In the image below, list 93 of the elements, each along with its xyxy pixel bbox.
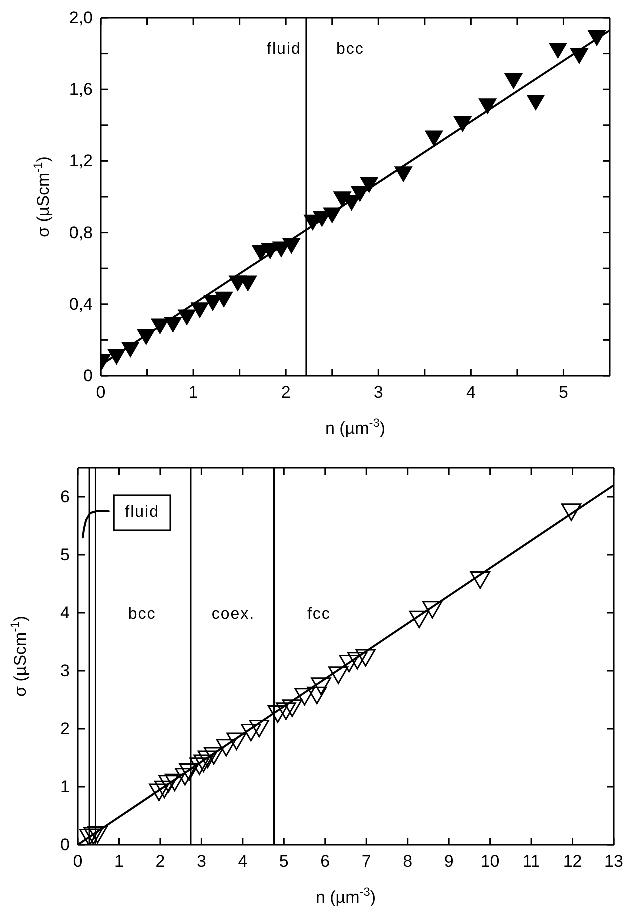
x-axis-title: n (µm$^{-3}$) (325, 416, 386, 438)
point (138, 329, 156, 345)
x-tick-label: 9 (444, 852, 454, 872)
point (152, 318, 169, 334)
point (84, 827, 104, 845)
point (351, 186, 369, 202)
annotation: coex. (212, 606, 256, 624)
point (108, 349, 126, 364)
annotation: bcc (128, 606, 156, 624)
x-tick-label: 4 (238, 852, 248, 872)
point (311, 678, 332, 696)
annotation: bcc (336, 41, 364, 58)
point (215, 292, 233, 308)
point (561, 504, 582, 522)
point (268, 705, 288, 724)
y-tick-label: 3 (60, 661, 70, 680)
point (394, 166, 412, 182)
point (324, 208, 342, 224)
y-tick-label: 0,8 (69, 223, 93, 242)
point (204, 747, 224, 765)
x-tick-label: 4 (466, 383, 476, 402)
point (549, 43, 567, 58)
point (122, 342, 140, 358)
x-tick-label: 0 (96, 383, 106, 402)
y-tick-label: 0 (84, 366, 93, 386)
x-tick-label: 8 (403, 852, 413, 872)
point (282, 700, 302, 718)
point (178, 310, 196, 326)
x-tick-label: 10 (480, 852, 500, 872)
point (249, 720, 270, 738)
point (149, 784, 170, 802)
point (216, 739, 236, 757)
point (226, 732, 247, 750)
point (158, 775, 179, 793)
point (409, 610, 430, 629)
point (505, 74, 522, 89)
point (425, 130, 443, 146)
point (79, 829, 100, 845)
point (179, 763, 200, 782)
point (194, 754, 214, 772)
point (328, 666, 349, 684)
point (454, 116, 472, 132)
point (356, 649, 376, 667)
point (164, 774, 185, 792)
y-tick-label: 1 (60, 777, 70, 796)
point (588, 30, 606, 46)
point (191, 302, 209, 318)
y-tick-label: 0 (60, 835, 70, 854)
point (347, 652, 368, 670)
point (307, 686, 328, 705)
x-tick-label: 7 (362, 852, 372, 872)
x-tick-label: 5 (558, 383, 568, 402)
point (190, 758, 210, 776)
point (282, 238, 300, 254)
x-tick-label: 1 (114, 852, 124, 872)
annotation: fcc (307, 606, 331, 624)
point (360, 177, 378, 193)
y-tick-label: 1,6 (69, 80, 93, 100)
x-tick-label: 3 (374, 383, 384, 402)
x-axis-title: n (µm$^{-3}$) (316, 885, 376, 907)
point (88, 826, 108, 844)
y-tick-label: 4 (60, 603, 70, 622)
y-tick-label: 2 (60, 719, 70, 738)
point (294, 688, 315, 706)
y-tick-label: 5 (60, 545, 70, 564)
point (239, 276, 257, 292)
x-tick-label: 6 (320, 852, 330, 872)
point (470, 571, 490, 590)
x-tick-label: 3 (196, 852, 206, 872)
y-tick-label: 2,0 (69, 8, 93, 28)
y-tick-label: 0,4 (69, 294, 93, 314)
x-tick-label: 12 (563, 852, 582, 872)
y-tick-label: 6 (60, 487, 70, 506)
x-tick-label: 11 (522, 852, 540, 872)
x-tick-label: 5 (279, 852, 289, 872)
x-tick-label: 1 (188, 383, 198, 402)
x-tick-label: 2 (281, 383, 291, 402)
point (241, 724, 262, 742)
point (339, 655, 360, 673)
x-tick-label: 13 (604, 852, 624, 872)
point (479, 98, 497, 114)
point (198, 750, 218, 768)
point (527, 94, 545, 110)
point (154, 780, 175, 798)
point (175, 768, 196, 786)
point (422, 601, 443, 619)
annotation: fluid (267, 41, 302, 58)
x-tick-label: 2 (156, 852, 166, 872)
y-tick-label: 1,2 (69, 152, 93, 171)
point (276, 702, 296, 720)
annotation: fluid (125, 504, 160, 522)
point (570, 48, 588, 64)
point (164, 316, 182, 332)
